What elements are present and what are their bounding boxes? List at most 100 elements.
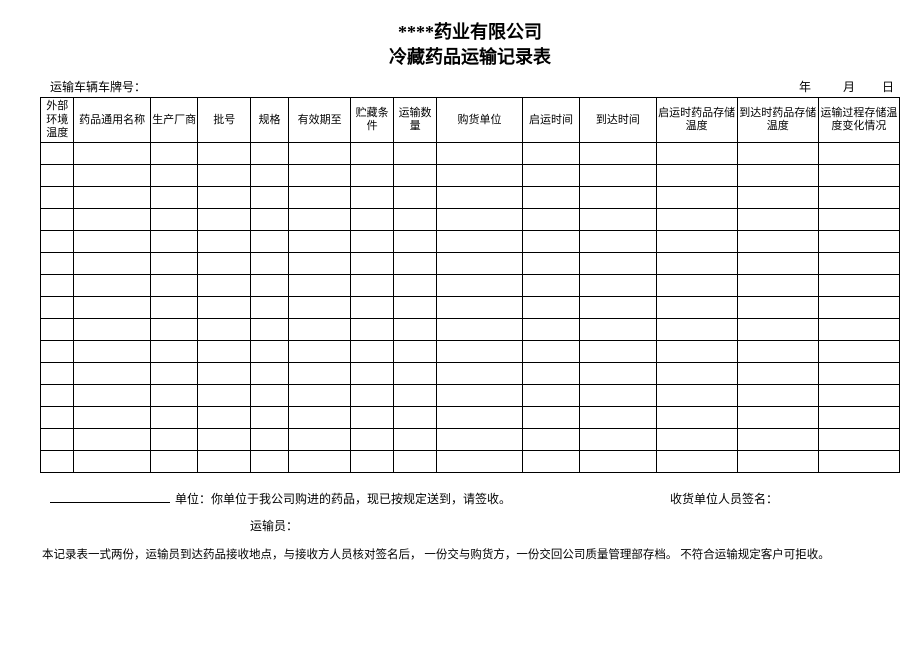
table-row [41,340,900,362]
table-cell [74,164,150,186]
table-cell [289,164,351,186]
table-cell [74,296,150,318]
table-cell [74,362,150,384]
table-cell [74,142,150,164]
table-cell [74,318,150,340]
table-row [41,428,900,450]
table-cell [74,428,150,450]
table-cell [351,362,394,384]
table-cell [522,296,579,318]
table-cell [437,340,523,362]
col-header: 到达时药品存储温度 [737,98,818,143]
table-cell [198,340,250,362]
table-cell [250,230,288,252]
table-cell [522,208,579,230]
table-cell [74,274,150,296]
table-cell [289,142,351,164]
table-cell [437,164,523,186]
table-cell [198,406,250,428]
table-cell [580,142,656,164]
table-cell [394,208,437,230]
table-cell [351,296,394,318]
table-cell [437,208,523,230]
table-cell [150,186,198,208]
table-cell [150,230,198,252]
unit-blank [50,489,170,503]
table-cell [394,296,437,318]
table-cell [522,274,579,296]
table-cell [198,208,250,230]
table-cell [198,230,250,252]
table-cell [737,428,818,450]
table-cell [41,208,74,230]
table-cell [394,142,437,164]
footer-note: 本记录表一式两份，运输员到达药品接收地点，与接收方人员核对签名后， 一份交与购货… [40,546,900,562]
table-cell [737,208,818,230]
table-cell [351,450,394,472]
table-cell [289,450,351,472]
table-cell [150,428,198,450]
table-row [41,450,900,472]
table-cell [250,186,288,208]
table-cell [150,406,198,428]
table-cell [818,406,899,428]
table-row [41,362,900,384]
table-cell [150,384,198,406]
table-cell [656,230,737,252]
table-cell [250,406,288,428]
table-row [41,164,900,186]
table-cell [41,230,74,252]
table-cell [818,186,899,208]
plate-label: 运输车辆车牌号： [50,78,146,95]
table-row [41,274,900,296]
table-cell [394,362,437,384]
table-cell [522,230,579,252]
col-header: 批号 [198,98,250,143]
table-cell [737,340,818,362]
table-cell [41,406,74,428]
table-cell [351,274,394,296]
table-cell [737,230,818,252]
table-cell [737,318,818,340]
table-cell [818,208,899,230]
table-cell [198,450,250,472]
unit-suffix: 单位：你单位于我公司购进的药品，现已按规定送到，请签收。 [175,492,511,506]
table-cell [289,428,351,450]
table-cell [351,384,394,406]
table-cell [818,318,899,340]
table-row [41,296,900,318]
table-cell [522,340,579,362]
table-cell [351,406,394,428]
table-cell [522,450,579,472]
table-cell [41,450,74,472]
table-cell [150,450,198,472]
table-cell [74,406,150,428]
table-cell [198,142,250,164]
table-cell [250,362,288,384]
table-cell [289,318,351,340]
table-cell [74,252,150,274]
table-cell [656,274,737,296]
table-cell [351,208,394,230]
table-cell [656,450,737,472]
table-cell [522,142,579,164]
table-cell [580,384,656,406]
table-cell [394,384,437,406]
table-cell [74,186,150,208]
table-cell [437,450,523,472]
table-cell [289,296,351,318]
table-cell [351,164,394,186]
table-row [41,252,900,274]
table-row [41,186,900,208]
col-header: 购货单位 [437,98,523,143]
table-cell [150,252,198,274]
table-cell [394,428,437,450]
table-cell [74,340,150,362]
table-cell [289,362,351,384]
table-cell [394,274,437,296]
table-cell [41,362,74,384]
table-cell [656,142,737,164]
table-cell [394,340,437,362]
date-block: 年 月 日 [799,78,896,95]
table-cell [394,186,437,208]
